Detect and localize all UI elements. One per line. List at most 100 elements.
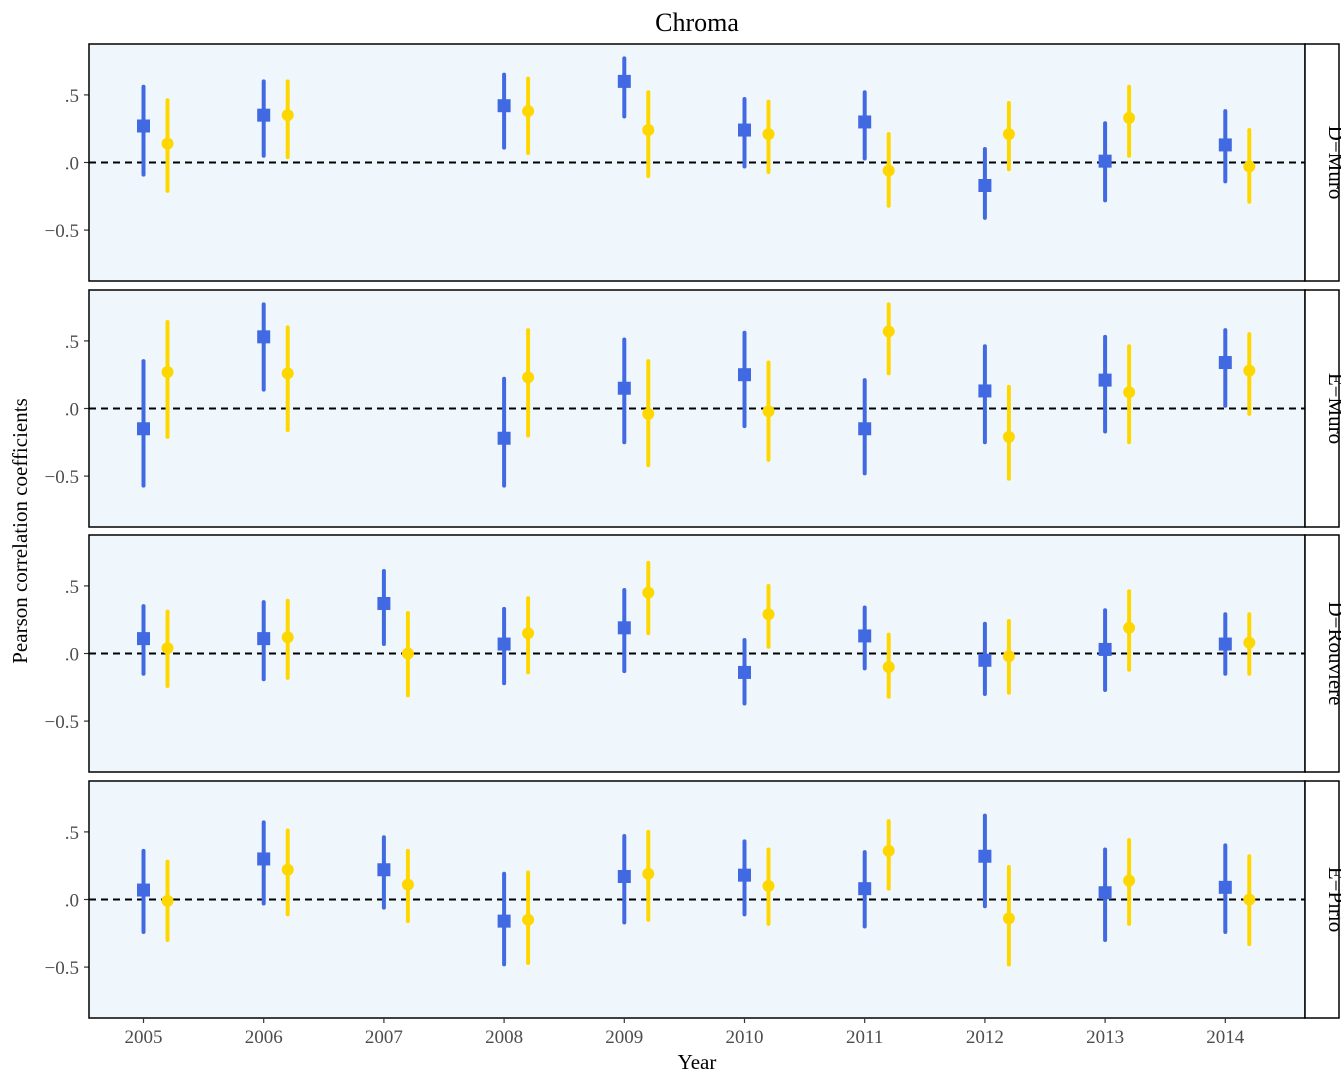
data-point-square [617, 381, 631, 395]
chart-title: Chroma [655, 8, 739, 37]
data-point-square [1098, 154, 1112, 168]
facet-strip-label: E−Muro [1324, 373, 1341, 444]
y-tick-label: −0.5 [45, 958, 79, 979]
data-point-square [137, 119, 150, 133]
data-point-square [617, 621, 631, 635]
data-point-square [617, 870, 631, 884]
x-tick-label: 2009 [605, 1027, 643, 1048]
x-tick-label: 2007 [365, 1027, 403, 1048]
facet-strip-label: D−Rouvière [1324, 602, 1341, 706]
x-tick-label: 2013 [1086, 1027, 1124, 1048]
y-tick-label: .0 [65, 400, 79, 421]
x-tick-label: 2005 [125, 1027, 163, 1048]
data-point-circle [1123, 874, 1136, 887]
data-point-square [257, 632, 271, 646]
y-tick-label: .0 [65, 891, 79, 912]
data-point-square [617, 74, 631, 88]
facet-strip-label: E−Pirio [1324, 867, 1341, 933]
data-point-square [738, 123, 751, 137]
data-point-square [137, 632, 150, 646]
data-point-square [257, 108, 271, 122]
data-point-circle [522, 105, 535, 118]
data-point-circle [161, 642, 174, 655]
data-point-circle [1243, 636, 1256, 649]
data-point-circle [1002, 912, 1015, 925]
facet-strip [1304, 43, 1340, 282]
data-point-square [858, 882, 872, 896]
data-point-square [1218, 138, 1232, 152]
facet-panels: .5 .0 −0.5 D−Muro .5 .0 −0.5 E−Muro .5 .0 −0.5 D−Ro… [45, 43, 1341, 1019]
y-tick-label: .5 [65, 823, 79, 844]
data-point-circle [1123, 386, 1136, 399]
x-axis: 2005 2006 2007 2008 2009 2010 2011 2012 2013 2014 [125, 1018, 1245, 1048]
facet-panel-2: .5 .0 −0.5 D−Rouvière [45, 534, 1341, 773]
x-tick-label: 2012 [966, 1027, 1004, 1048]
data-point-circle [1123, 621, 1136, 634]
data-point-circle [161, 137, 174, 150]
data-point-circle [281, 863, 294, 876]
x-tick-label: 2011 [846, 1027, 883, 1048]
data-point-circle [762, 405, 775, 418]
data-point-circle [882, 661, 895, 674]
data-point-circle [161, 894, 174, 907]
data-point-square [978, 849, 992, 863]
data-point-square [497, 431, 511, 445]
facet-panel-3: .5 .0 −0.5 E−Pirio [45, 780, 1341, 1019]
facet-strip [1304, 534, 1340, 773]
data-point-square [1218, 637, 1232, 651]
data-point-circle [1002, 430, 1015, 443]
data-point-circle [642, 407, 655, 420]
y-tick-label: .5 [65, 332, 79, 353]
data-point-circle [762, 879, 775, 892]
data-point-square [377, 863, 391, 877]
data-point-square [738, 868, 751, 882]
data-point-circle [401, 878, 414, 891]
facet-strip-label: D−Muro [1324, 126, 1341, 200]
data-point-square [1098, 373, 1112, 387]
data-point-square [497, 99, 511, 113]
data-point-square [137, 883, 150, 897]
data-point-square [1218, 356, 1232, 370]
data-point-square [377, 596, 391, 610]
x-axis-label: Year [678, 1050, 717, 1073]
data-point-square [978, 178, 992, 192]
data-point-circle [401, 647, 414, 660]
data-point-square [137, 422, 150, 436]
data-point-circle [1002, 650, 1015, 663]
data-point-square [858, 115, 872, 129]
facet-panel-1: .5 .0 −0.5 E−Muro [45, 289, 1341, 528]
x-tick-label: 2006 [245, 1027, 283, 1048]
y-tick-label: .5 [65, 577, 79, 598]
x-tick-label: 2014 [1206, 1027, 1245, 1048]
data-point-square [858, 629, 872, 643]
data-point-square [738, 368, 751, 382]
data-point-circle [281, 631, 294, 644]
y-tick-label: .0 [65, 645, 79, 666]
y-tick-label: −0.5 [45, 467, 79, 488]
data-point-circle [882, 164, 895, 177]
data-point-square [978, 384, 992, 398]
y-tick-label: .0 [65, 154, 79, 175]
data-point-circle [642, 586, 655, 599]
data-point-circle [281, 367, 294, 380]
facet-panel-0: .5 .0 −0.5 D−Muro [45, 43, 1341, 282]
data-point-circle [522, 913, 535, 926]
data-point-square [257, 852, 271, 866]
y-axis-label: Pearson correlation coefficients [8, 398, 32, 664]
data-point-circle [642, 124, 655, 137]
data-point-circle [762, 608, 775, 621]
data-point-circle [882, 844, 895, 857]
y-tick-label: .5 [65, 86, 79, 107]
data-point-square [978, 653, 992, 667]
data-point-square [738, 665, 751, 679]
facet-strip [1304, 780, 1340, 1019]
data-point-circle [522, 627, 535, 640]
data-point-square [1098, 642, 1112, 656]
data-point-circle [281, 109, 294, 122]
x-tick-label: 2010 [726, 1027, 764, 1048]
y-tick-label: −0.5 [45, 221, 79, 242]
data-point-circle [1123, 111, 1136, 124]
data-point-square [1218, 880, 1232, 894]
data-point-circle [1243, 364, 1256, 377]
